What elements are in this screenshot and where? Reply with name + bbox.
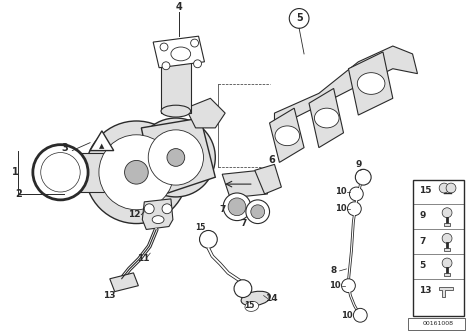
Circle shape — [167, 149, 185, 166]
Text: 15: 15 — [419, 186, 432, 195]
Circle shape — [125, 160, 148, 184]
Circle shape — [442, 208, 452, 218]
Text: 10: 10 — [335, 188, 346, 197]
Text: 4: 4 — [175, 2, 182, 11]
Circle shape — [356, 169, 371, 185]
Polygon shape — [309, 88, 344, 148]
Text: 7: 7 — [241, 219, 247, 228]
Circle shape — [289, 9, 309, 28]
Text: 11: 11 — [137, 254, 150, 263]
Polygon shape — [186, 98, 225, 128]
Ellipse shape — [314, 108, 339, 128]
Bar — [444, 248, 450, 251]
Circle shape — [446, 183, 456, 193]
Circle shape — [234, 280, 252, 297]
Circle shape — [342, 279, 356, 292]
Circle shape — [439, 183, 449, 193]
Ellipse shape — [161, 105, 191, 117]
Ellipse shape — [275, 126, 300, 146]
Bar — [412, 180, 464, 316]
Circle shape — [251, 205, 264, 219]
Polygon shape — [270, 108, 304, 162]
Circle shape — [33, 145, 88, 200]
Bar — [444, 222, 450, 225]
Circle shape — [191, 39, 199, 47]
Bar — [161, 59, 191, 113]
Bar — [444, 273, 450, 276]
Text: 10: 10 — [335, 204, 346, 213]
Polygon shape — [142, 199, 173, 229]
Text: 9: 9 — [419, 211, 426, 220]
Circle shape — [228, 198, 246, 216]
Text: 10: 10 — [341, 311, 352, 320]
Ellipse shape — [161, 53, 191, 65]
Text: 2: 2 — [16, 189, 22, 199]
Text: 10: 10 — [329, 281, 340, 290]
Circle shape — [442, 258, 452, 268]
Polygon shape — [222, 170, 268, 198]
Text: 15: 15 — [245, 301, 255, 310]
Text: 8: 8 — [330, 266, 337, 275]
Circle shape — [99, 135, 174, 210]
Circle shape — [148, 130, 203, 185]
Text: 9: 9 — [355, 160, 362, 169]
Circle shape — [349, 187, 363, 201]
Circle shape — [144, 204, 154, 214]
Polygon shape — [255, 164, 282, 194]
Text: 7: 7 — [219, 205, 226, 214]
Polygon shape — [348, 52, 393, 115]
Polygon shape — [110, 273, 138, 291]
Bar — [64, 152, 104, 192]
Ellipse shape — [152, 216, 164, 223]
Circle shape — [41, 152, 80, 192]
Polygon shape — [439, 287, 453, 296]
Text: 13: 13 — [419, 286, 432, 295]
Text: 6: 6 — [268, 155, 275, 165]
Text: ▲: ▲ — [99, 144, 105, 150]
Circle shape — [193, 60, 201, 68]
Ellipse shape — [357, 73, 385, 94]
Text: 15: 15 — [195, 223, 206, 232]
Text: 5: 5 — [419, 261, 426, 270]
Ellipse shape — [245, 302, 259, 312]
Circle shape — [85, 121, 188, 223]
Ellipse shape — [241, 291, 270, 306]
Circle shape — [223, 193, 251, 220]
Circle shape — [442, 233, 452, 243]
Text: 12: 12 — [128, 210, 141, 219]
Text: 00161008: 00161008 — [423, 321, 454, 326]
Ellipse shape — [171, 47, 191, 61]
Text: 13: 13 — [103, 291, 116, 300]
Bar — [408, 318, 465, 330]
Circle shape — [160, 43, 168, 51]
Circle shape — [347, 202, 361, 216]
Circle shape — [354, 309, 367, 322]
Polygon shape — [141, 118, 215, 197]
Circle shape — [246, 200, 270, 223]
Text: 1: 1 — [12, 167, 18, 177]
Circle shape — [200, 230, 217, 248]
Polygon shape — [90, 131, 114, 150]
Circle shape — [162, 204, 172, 214]
Polygon shape — [153, 36, 204, 68]
Text: 14: 14 — [265, 294, 278, 303]
Text: 7: 7 — [419, 237, 426, 246]
Text: 5: 5 — [296, 13, 302, 23]
Polygon shape — [274, 46, 418, 131]
Text: 3: 3 — [61, 143, 68, 153]
Circle shape — [162, 62, 170, 70]
Circle shape — [137, 118, 215, 197]
